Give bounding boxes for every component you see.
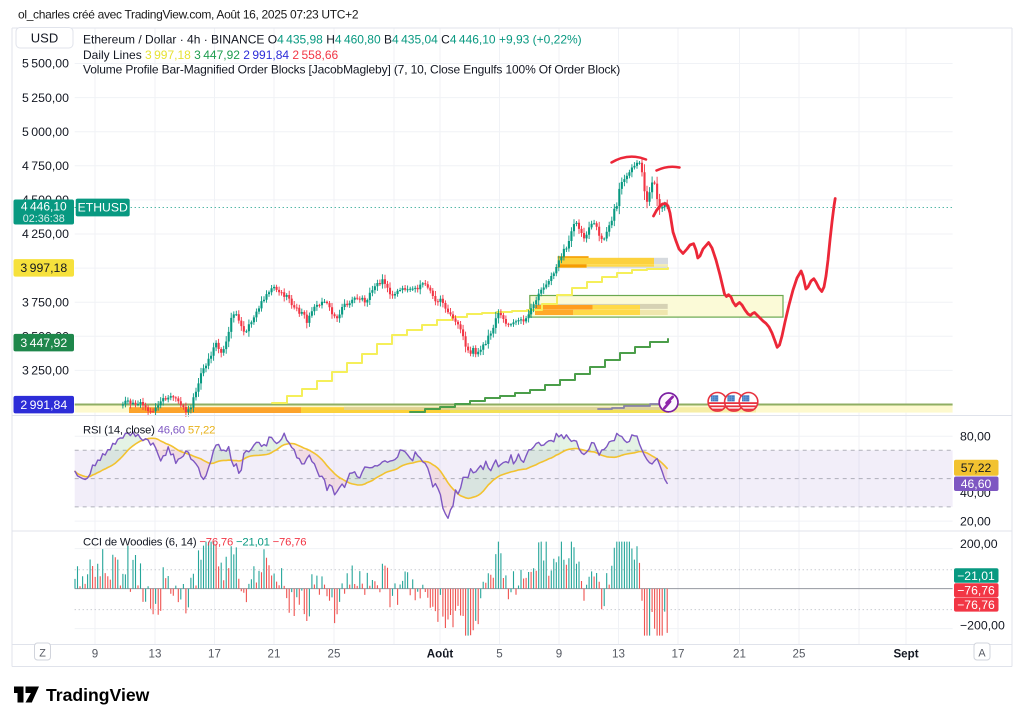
svg-text:25: 25	[793, 647, 806, 660]
svg-text:4 446,10: 4 446,10	[21, 200, 67, 214]
svg-text:CCI de Woodies (6, 14) −76,76: CCI de Woodies (6, 14) −76,76 −21,01 −76…	[83, 537, 306, 549]
svg-text:57,22: 57,22	[961, 461, 992, 475]
svg-text:−200,00: −200,00	[960, 619, 1005, 633]
svg-text:80,00: 80,00	[960, 429, 991, 443]
svg-text:2 991,84: 2 991,84	[20, 398, 67, 412]
svg-text:3 447,92: 3 447,92	[20, 336, 67, 350]
svg-text:3 250,00: 3 250,00	[22, 364, 69, 378]
svg-text:ETHUSD: ETHUSD	[78, 201, 128, 215]
svg-text:USD: USD	[31, 30, 58, 45]
svg-text:Sept: Sept	[893, 647, 918, 660]
svg-text:−76,76: −76,76	[957, 584, 995, 598]
svg-text:9: 9	[92, 647, 98, 660]
svg-text:Z: Z	[39, 648, 46, 660]
svg-text:21: 21	[268, 647, 281, 660]
svg-text:5 000,00: 5 000,00	[22, 125, 69, 139]
svg-text:3 750,00: 3 750,00	[22, 295, 69, 309]
svg-text:Volume Profile Bar-Magnified O: Volume Profile Bar-Magnified Order Block…	[83, 63, 620, 77]
svg-text:ol_charles créé avec TradingVi: ol_charles créé avec TradingView.com, Ao…	[18, 8, 359, 22]
svg-text:Ethereum / Dollar · 4h · BINAN: Ethereum / Dollar · 4h · BINANCE O4 435,…	[83, 32, 582, 46]
svg-text:4 250,00: 4 250,00	[22, 227, 69, 241]
svg-text:−21,01: −21,01	[957, 569, 995, 583]
svg-text:20,00: 20,00	[960, 514, 991, 528]
svg-text:5 250,00: 5 250,00	[22, 91, 69, 105]
svg-text:13: 13	[149, 647, 162, 660]
svg-text:25: 25	[328, 647, 341, 660]
svg-text:Août: Août	[427, 647, 454, 660]
svg-text:4 750,00: 4 750,00	[22, 159, 69, 173]
svg-text:5: 5	[496, 647, 502, 660]
svg-text:Daily Lines 3 997,18 3 447,92: Daily Lines 3 997,18 3 447,92 2 991,84 2…	[83, 48, 339, 62]
svg-text:46,60: 46,60	[961, 477, 992, 491]
svg-text:−76,76: −76,76	[957, 598, 995, 612]
svg-text:A: A	[978, 648, 986, 660]
svg-text:TradingView: TradingView	[46, 685, 150, 705]
svg-text:17: 17	[208, 647, 221, 660]
svg-text:RSI (14, close) 46,60 57,22: RSI (14, close) 46,60 57,22	[83, 424, 215, 436]
svg-text:9: 9	[556, 647, 562, 660]
svg-text:5 500,00: 5 500,00	[22, 57, 69, 71]
svg-text:21: 21	[733, 647, 746, 660]
svg-text:200,00: 200,00	[960, 537, 998, 551]
svg-text:3 997,18: 3 997,18	[20, 261, 67, 275]
svg-text:17: 17	[672, 647, 685, 660]
svg-text:13: 13	[612, 647, 625, 660]
svg-text:02:36:38: 02:36:38	[23, 213, 65, 225]
